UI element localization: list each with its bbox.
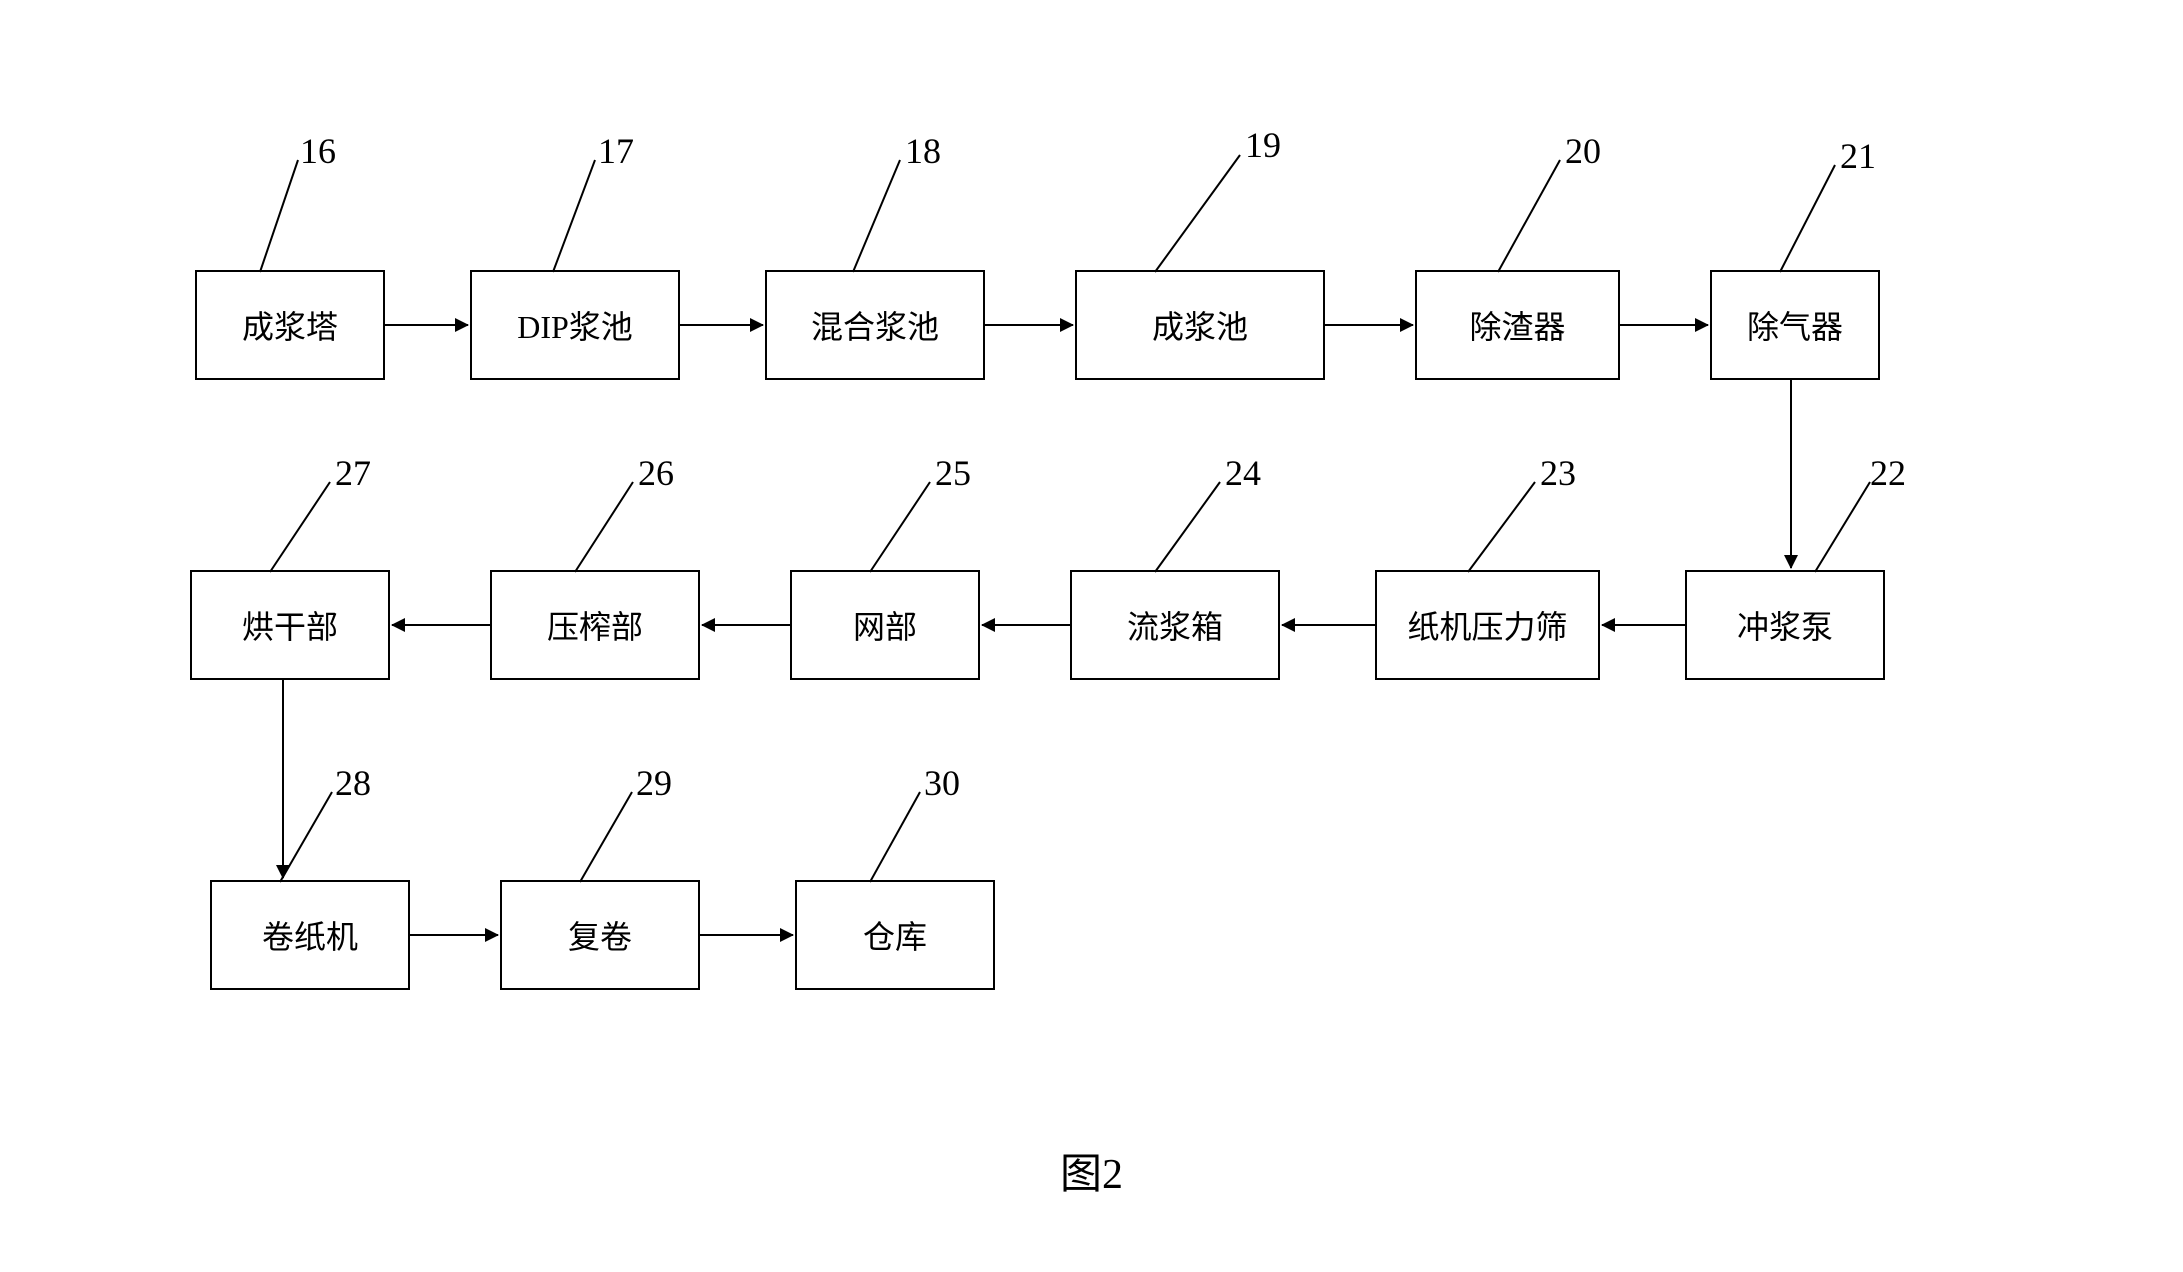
flow-arrow xyxy=(385,324,468,326)
ref-number: 23 xyxy=(1540,452,1576,494)
ref-number: 30 xyxy=(924,762,960,804)
node-label: 冲浆泵 xyxy=(1737,602,1833,648)
ref-number: 17 xyxy=(598,130,634,172)
flow-arrow xyxy=(700,934,793,936)
flowchart-node: 混合浆池 xyxy=(765,270,985,380)
flowchart-node: 烘干部 xyxy=(190,570,390,680)
flow-arrow xyxy=(1282,624,1375,626)
flow-arrow xyxy=(1602,624,1685,626)
flowchart-node: 仓库 xyxy=(795,880,995,990)
ref-number: 28 xyxy=(335,762,371,804)
lead-line xyxy=(0,0,1,1)
ref-number: 29 xyxy=(636,762,672,804)
lead-line xyxy=(0,0,1,1)
ref-number: 20 xyxy=(1565,130,1601,172)
flow-arrow xyxy=(1325,324,1413,326)
flowchart-node: 纸机压力筛 xyxy=(1375,570,1600,680)
figure-caption: 图2 xyxy=(1060,1140,1123,1201)
flowchart-node: 压榨部 xyxy=(490,570,700,680)
flow-arrow xyxy=(1620,324,1708,326)
ref-number: 27 xyxy=(335,452,371,494)
flowchart-container: 成浆塔 DIP浆池 混合浆池 成浆池 除渣器 除气器冲浆泵 纸机压力筛 流浆箱 网部 压榨部 烘干部… xyxy=(0,0,2183,1272)
ref-number: 16 xyxy=(300,130,336,172)
node-label: 仓库 xyxy=(863,912,927,958)
lead-line xyxy=(0,0,1,1)
ref-number: 22 xyxy=(1870,452,1906,494)
ref-number: 24 xyxy=(1225,452,1261,494)
lead-line xyxy=(0,0,1,1)
node-label: 流浆箱 xyxy=(1127,602,1223,648)
flow-arrow xyxy=(680,324,763,326)
lead-line xyxy=(0,0,1,1)
flowchart-node: 除渣器 xyxy=(1415,270,1620,380)
ref-number: 19 xyxy=(1245,124,1281,166)
node-label: 卷纸机 xyxy=(262,912,358,958)
flowchart-node: 除气器 xyxy=(1710,270,1880,380)
node-label: 复卷 xyxy=(568,912,632,958)
lead-line xyxy=(0,0,1,1)
lead-line xyxy=(0,0,1,1)
flow-arrow xyxy=(410,934,498,936)
ref-number: 26 xyxy=(638,452,674,494)
lead-line xyxy=(0,0,1,1)
flow-arrow xyxy=(282,680,284,878)
flowchart-node: 流浆箱 xyxy=(1070,570,1280,680)
node-label: 混合浆池 xyxy=(811,302,939,348)
flowchart-node: 复卷 xyxy=(500,880,700,990)
flow-arrow xyxy=(985,324,1073,326)
flowchart-node: 成浆塔 xyxy=(195,270,385,380)
flow-arrow xyxy=(1790,380,1792,568)
flowchart-node: DIP浆池 xyxy=(470,270,680,380)
lead-line xyxy=(0,0,1,1)
lead-line xyxy=(0,0,1,1)
flowchart-node: 网部 xyxy=(790,570,980,680)
lead-line xyxy=(0,0,1,1)
ref-number: 18 xyxy=(905,130,941,172)
node-label: 成浆塔 xyxy=(242,302,338,348)
flowchart-node: 成浆池 xyxy=(1075,270,1325,380)
flowchart-node: 冲浆泵 xyxy=(1685,570,1885,680)
node-label: 网部 xyxy=(853,602,917,648)
node-label: DIP浆池 xyxy=(517,302,633,348)
node-label: 除气器 xyxy=(1747,302,1843,348)
ref-number: 21 xyxy=(1840,135,1876,177)
node-label: 纸机压力筛 xyxy=(1407,602,1567,648)
lead-line xyxy=(0,0,1,1)
flow-arrow xyxy=(392,624,490,626)
ref-number: 25 xyxy=(935,452,971,494)
flow-arrow xyxy=(702,624,790,626)
lead-line xyxy=(0,0,1,1)
node-label: 成浆池 xyxy=(1152,302,1248,348)
node-label: 压榨部 xyxy=(547,602,643,648)
flowchart-node: 卷纸机 xyxy=(210,880,410,990)
node-label: 除渣器 xyxy=(1469,302,1565,348)
flow-arrow xyxy=(982,624,1070,626)
node-label: 烘干部 xyxy=(242,602,338,648)
lead-line xyxy=(0,0,1,1)
lead-line xyxy=(0,0,1,1)
